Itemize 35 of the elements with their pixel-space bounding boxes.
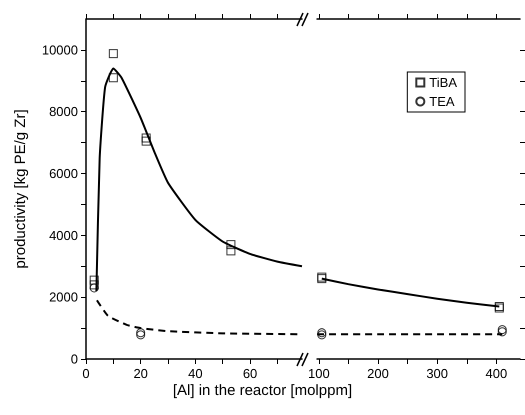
x-axis-title: [Al] in the reactor [molppm] [172,382,354,399]
x-tick-label: 20 [133,366,148,381]
point [136,330,146,340]
y-tick-label: 2000 [49,290,78,305]
y-axis-title: productivity [kg PE/g Zr] [12,109,29,269]
point [226,246,236,256]
point [90,280,99,290]
x-tick-label: 60 [242,366,258,381]
x-tick-label: 200 [367,366,389,381]
point [317,330,326,340]
point [494,302,504,311]
x-tick-label: 400 [485,366,508,381]
point [142,134,151,142]
point [317,328,326,338]
point [136,328,146,338]
x-tick-label: 0 [82,366,90,381]
y-tick-label: 0 [70,352,78,366]
point [108,73,118,82]
point [226,240,236,250]
point [494,304,504,312]
point [108,49,118,58]
legend-label: TEA [429,94,455,109]
y-tick-label: 6000 [49,166,78,182]
y-tick-label: 4000 [49,228,78,243]
legend-label: TiBA [429,75,458,90]
point [142,136,151,146]
x-tick-label: 300 [426,366,448,381]
point [498,327,507,336]
point [90,276,99,285]
x-tick-label: 40 [188,366,203,381]
x-tick-label: 100 [308,366,330,381]
y-tick-label: 10000 [42,42,78,58]
y-tick-label: 8000 [49,104,78,120]
point [90,283,99,292]
point [498,325,507,334]
